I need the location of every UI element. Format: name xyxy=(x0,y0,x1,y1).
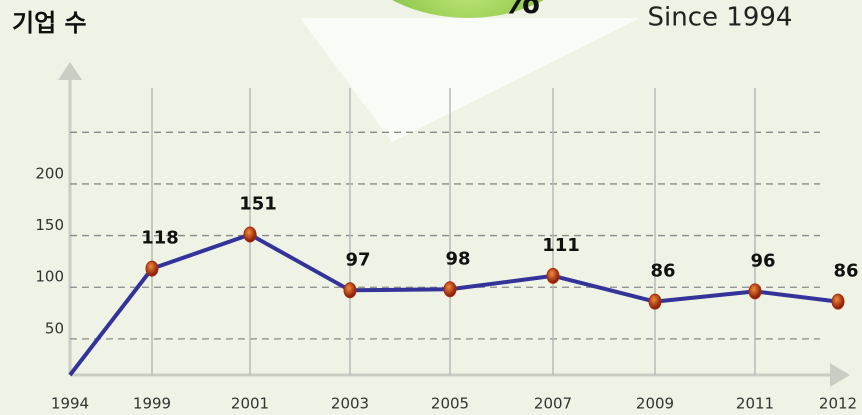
x-tick-label: 2007 xyxy=(534,395,572,413)
x-tick-label: 1994 xyxy=(51,395,89,413)
x-tick-label: 2003 xyxy=(331,395,369,413)
marker xyxy=(748,283,762,300)
marker xyxy=(831,293,845,310)
x-tick-label: 1999 xyxy=(133,395,171,413)
annotation: Since 1994 xyxy=(648,3,793,33)
data-label: 97 xyxy=(345,249,370,270)
y-axis-arrow xyxy=(58,62,82,80)
marker xyxy=(243,226,257,243)
marker xyxy=(343,282,357,299)
data-label: 111 xyxy=(542,235,580,256)
y-tick-label: 50 xyxy=(45,319,64,337)
data-label: 96 xyxy=(750,250,775,271)
y-tick-label: 150 xyxy=(35,216,64,234)
data-label: 98 xyxy=(445,248,470,269)
x-axis-arrow xyxy=(830,363,850,387)
marker xyxy=(145,260,159,277)
y-tick-label: 200 xyxy=(35,164,64,182)
marker xyxy=(648,293,662,310)
callout-shape xyxy=(300,18,640,142)
badge xyxy=(392,0,544,18)
x-tick-label: 2001 xyxy=(231,395,269,413)
data-label: 86 xyxy=(650,261,675,282)
y-tick-label: 100 xyxy=(35,268,64,286)
badge-text: % xyxy=(500,0,540,23)
x-tick-label: 2009 xyxy=(636,395,674,413)
data-label: 86 xyxy=(833,261,858,282)
marker xyxy=(443,281,457,298)
x-tick-label: 2012 xyxy=(819,395,857,413)
x-tick-label: 2005 xyxy=(431,395,469,413)
marker xyxy=(546,267,560,284)
data-label: 118 xyxy=(141,228,179,249)
chart-title: 기업 수 xyxy=(12,9,87,37)
x-tick-label: 2011 xyxy=(736,395,774,413)
data-label: 151 xyxy=(239,194,277,215)
